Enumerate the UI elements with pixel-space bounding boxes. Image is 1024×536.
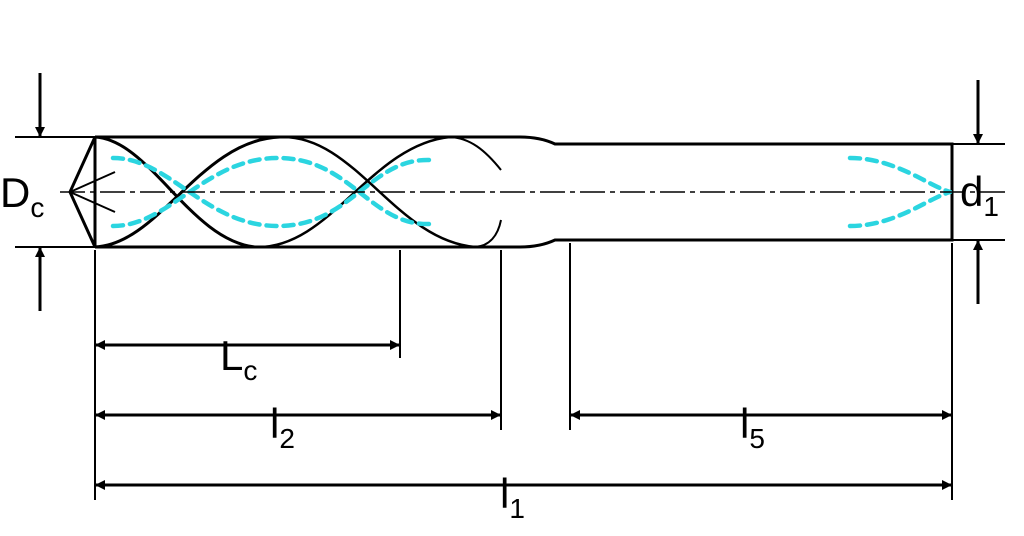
label-Lc: Lc — [220, 332, 257, 386]
label-Dc: Dc — [0, 169, 44, 223]
label-l5: l5 — [740, 400, 765, 454]
coolant-shank-b — [850, 192, 950, 226]
label-d1: d1 — [960, 168, 999, 222]
flute-margin-1 — [450, 137, 501, 170]
label-l1: l1 — [500, 470, 525, 524]
coolant-shank-a — [850, 158, 950, 192]
flute-margin-2 — [475, 220, 501, 247]
label-l2: l2 — [270, 400, 295, 454]
